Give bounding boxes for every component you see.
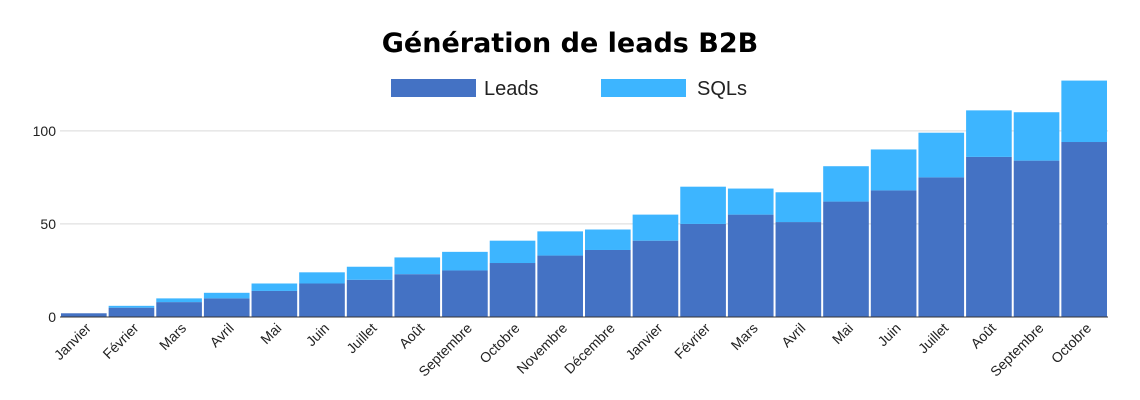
x-tick-label: Juillet	[343, 320, 380, 357]
x-tick-label: Juin	[874, 320, 903, 349]
x-tick-label: Mai	[257, 320, 284, 347]
bar-sqls-15	[775, 192, 822, 223]
chart-title: Génération de leads B2B	[382, 28, 758, 59]
bar-leads-3	[203, 298, 250, 317]
bar-leads-2	[156, 302, 202, 317]
x-tick-label: Octobre	[1048, 320, 1095, 367]
bar-sqls-11	[585, 229, 631, 250]
bar-sqls-1	[108, 305, 155, 308]
x-tick-label: Juin	[303, 320, 332, 349]
x-tick-label: Avril	[206, 320, 236, 350]
x-tick-label: Août	[967, 320, 999, 352]
bar-sqls-6	[346, 266, 393, 280]
bar-leads-21	[1061, 142, 1107, 317]
bar-sqls-9	[489, 240, 536, 264]
bar-leads-15	[775, 222, 822, 317]
bar-sqls-20	[1013, 112, 1060, 161]
bar-leads-11	[585, 249, 631, 317]
bar-leads-4	[251, 290, 298, 317]
bar-leads-14	[727, 214, 774, 317]
bar-leads-20	[1013, 160, 1060, 317]
x-tick-label: Août	[396, 320, 428, 352]
bar-sqls-13	[680, 186, 726, 224]
bar-sqls-18	[918, 132, 965, 178]
bar-sqls-21	[1061, 80, 1107, 143]
bar-sqls-4	[251, 283, 298, 291]
x-tick-label: Octobre	[476, 320, 523, 367]
bar-leads-13	[680, 223, 726, 317]
bar-leads-0	[61, 313, 107, 317]
bar-sqls-17	[870, 149, 917, 191]
x-tick-label: Novembre	[513, 320, 570, 377]
bars	[61, 80, 1107, 317]
x-tick-label: Avril	[778, 320, 808, 350]
bar-sqls-10	[537, 231, 583, 256]
bar-leads-6	[346, 279, 393, 317]
legend: Leads SQLs	[391, 78, 747, 100]
y-axis-ticks: 0 50 100	[33, 123, 57, 325]
y-tick-label: 100	[33, 123, 57, 139]
bar-leads-19	[966, 156, 1012, 317]
bar-leads-17	[870, 190, 917, 317]
bar-sqls-2	[156, 298, 202, 303]
x-tick-label: Janvier	[51, 320, 94, 363]
bar-sqls-14	[727, 188, 774, 215]
bar-leads-5	[299, 283, 345, 317]
bar-sqls-19	[966, 110, 1012, 157]
bar-leads-16	[823, 201, 869, 317]
y-tick-label: 50	[40, 216, 56, 232]
bar-leads-7	[394, 274, 441, 317]
bar-sqls-16	[823, 166, 869, 202]
y-tick-label: 0	[48, 309, 56, 325]
bar-sqls-12	[632, 214, 679, 241]
bar-leads-8	[442, 270, 488, 317]
bar-sqls-7	[394, 257, 441, 275]
legend-label-leads: Leads	[484, 78, 539, 100]
x-tick-label: Février	[99, 320, 141, 362]
x-axis-ticks: Janvier Février Mars Avril Mai Juin Juillet Aoû…	[51, 320, 1095, 380]
x-tick-label: Janvier	[622, 320, 665, 363]
bar-leads-18	[918, 177, 965, 317]
x-tick-label: Décembre	[561, 320, 618, 377]
x-tick-label: Février	[671, 320, 713, 362]
bar-leads-10	[537, 255, 583, 317]
bar-sqls-8	[442, 251, 488, 271]
x-tick-label: Juillet	[915, 320, 952, 357]
bar-leads-9	[489, 263, 536, 317]
bar-sqls-3	[203, 292, 250, 299]
bar-leads-1	[108, 307, 155, 317]
legend-swatch-leads	[391, 79, 476, 97]
x-tick-label: Mars	[728, 320, 761, 353]
bar-sqls-5	[299, 272, 345, 284]
legend-label-sqls: SQLs	[697, 78, 747, 100]
x-tick-label: Mai	[829, 320, 856, 347]
legend-swatch-sqls	[601, 79, 686, 97]
bar-leads-12	[632, 240, 679, 317]
x-tick-label: Mars	[156, 320, 189, 353]
